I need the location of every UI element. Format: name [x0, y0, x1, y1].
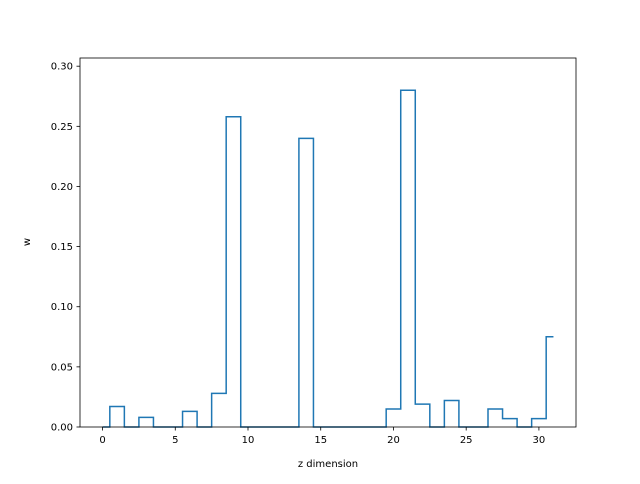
axes-frame	[79, 57, 577, 428]
x-tick-label: 10	[242, 435, 255, 446]
y-tick-label: 0.05	[51, 362, 73, 373]
x-tick-label: 30	[533, 435, 546, 446]
x-axis: 0 5 10 15 20 25 30	[99, 427, 545, 446]
plot-area	[79, 57, 577, 428]
x-axis-label: z dimension	[298, 459, 358, 470]
y-tick-label: 0.00	[51, 423, 73, 434]
y-axis-label: w	[22, 238, 33, 246]
y-tick-label: 0.30	[51, 62, 73, 73]
x-tick-label: 20	[387, 435, 400, 446]
x-tick-label: 5	[172, 435, 178, 446]
series-line-0	[102, 89, 554, 428]
y-axis: 0.00 0.05 0.10 0.15 0.20 0.25 0.30	[51, 62, 80, 434]
x-tick-label: 15	[314, 435, 327, 446]
y-tick-label: 0.20	[51, 182, 73, 193]
x-tick-label: 0	[99, 435, 105, 446]
y-tick-label: 0.10	[51, 302, 73, 313]
y-tick-label: 0.25	[51, 122, 73, 133]
x-tick-label: 25	[460, 435, 473, 446]
y-tick-label: 0.15	[51, 242, 73, 253]
